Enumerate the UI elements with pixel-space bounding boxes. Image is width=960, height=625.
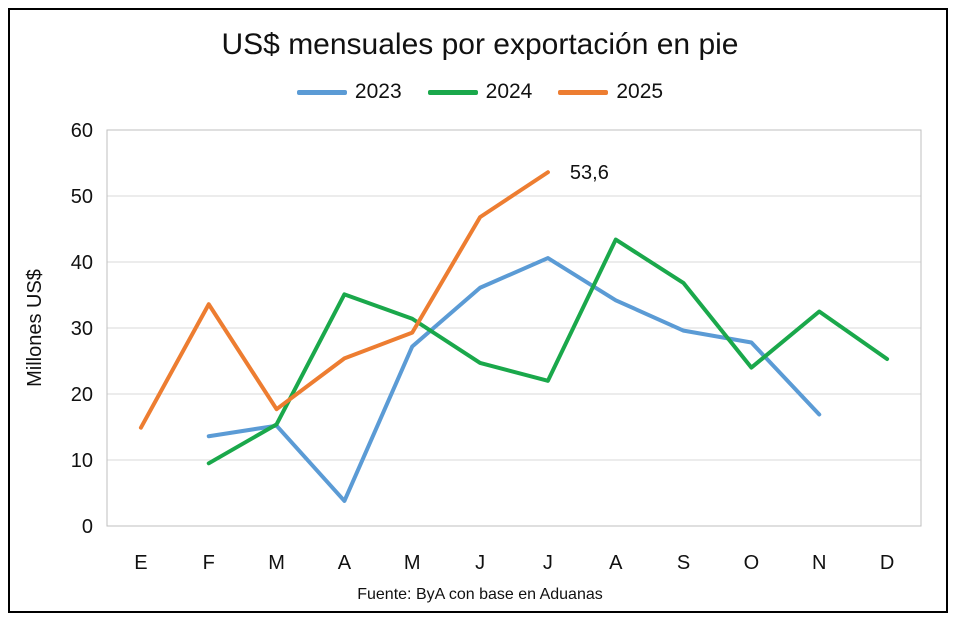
series-line-2024 — [206, 237, 890, 466]
x-tick-label-7: A — [609, 552, 623, 574]
x-tick-label-9: O — [744, 552, 760, 574]
plot-area-border — [106, 129, 922, 527]
legend-item-2025: 2025 — [558, 80, 663, 104]
chart-title: US$ mensuales por exportación en pie — [221, 28, 739, 61]
x-tick-label-4: M — [404, 552, 421, 574]
y-tick-label-60: 60 — [71, 120, 93, 142]
y-tick-label-30: 30 — [71, 318, 93, 340]
y-tick-label-20: 20 — [71, 384, 93, 406]
x-tick-label-6: J — [543, 552, 553, 574]
y-tick-label-50: 50 — [71, 186, 93, 208]
legend-swatch-2023 — [296, 89, 347, 95]
series-line-2023 — [206, 256, 822, 503]
x-tick-label-3: A — [338, 552, 352, 574]
legend-swatch-2025 — [558, 89, 609, 95]
chart-frame — [8, 8, 948, 613]
x-tick-label-0: E — [134, 552, 147, 574]
x-tick-label-11: D — [880, 552, 894, 574]
legend-swatch-2024 — [427, 89, 478, 95]
chart-legend: 2023 2024 2025 — [0, 80, 960, 104]
legend-item-2023: 2023 — [296, 80, 402, 104]
x-tick-label-2: M — [268, 552, 285, 574]
series-line-2025 — [138, 170, 550, 430]
y-tick-label-0: 0 — [82, 516, 93, 538]
legend-item-2024: 2024 — [427, 80, 533, 104]
legend-label-2024: 2024 — [485, 80, 533, 103]
source-note: Fuente: ByA con base en Aduanas — [357, 586, 603, 603]
y-axis-title: Millones US$ — [24, 269, 46, 387]
y-tick-label-10: 10 — [71, 450, 93, 472]
x-tick-label-8: S — [677, 552, 690, 574]
legend-label-2025: 2025 — [616, 80, 664, 103]
x-tick-label-5: J — [475, 552, 485, 574]
x-tick-label-10: N — [812, 552, 826, 574]
x-tick-label-1: F — [203, 552, 215, 574]
legend-label-2023: 2023 — [354, 80, 402, 103]
y-tick-label-40: 40 — [71, 252, 93, 274]
data-label-2025-6: 53,6 — [570, 162, 609, 184]
